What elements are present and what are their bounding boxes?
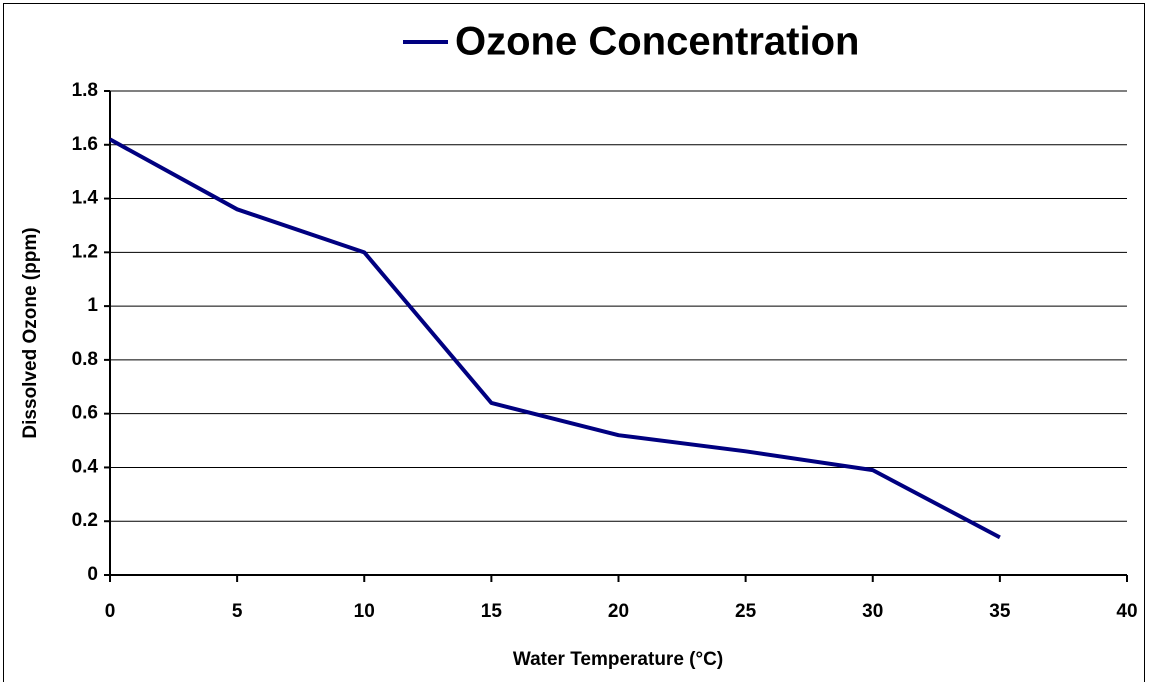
data-line <box>109 137 1001 540</box>
y-tick-label: 0 <box>87 564 98 585</box>
y-tick-label: 1 <box>87 295 98 316</box>
y-tick-label: 1.6 <box>72 134 98 155</box>
chart-frame <box>3 3 1145 682</box>
x-tick-label: 30 <box>862 601 883 622</box>
y-tick-label: 0.4 <box>72 456 99 477</box>
y-tick-label: 1.8 <box>72 80 98 101</box>
x-tick-label: 0 <box>105 601 116 622</box>
y-axis-title: Dissolved Ozone (ppm) <box>20 227 41 438</box>
x-tick-label: 35 <box>989 601 1011 622</box>
x-tick-label: 20 <box>608 601 629 622</box>
y-tick-label: 1.2 <box>72 241 98 262</box>
y-tick-label: 0.2 <box>72 510 98 531</box>
x-tick-label: 10 <box>354 601 375 622</box>
legend-label: Ozone Concentration <box>455 20 859 64</box>
y-tick-label: 1.4 <box>72 188 99 209</box>
x-tick-label: 5 <box>232 601 243 622</box>
x-tick-label: 15 <box>481 601 503 622</box>
y-tick-label: 0.8 <box>72 349 98 370</box>
y-tick-label: 0.6 <box>72 403 98 424</box>
x-tick-label: 40 <box>1116 601 1137 622</box>
x-tick-label: 25 <box>735 601 757 622</box>
x-axis-title: Water Temperature (°C) <box>513 649 723 670</box>
